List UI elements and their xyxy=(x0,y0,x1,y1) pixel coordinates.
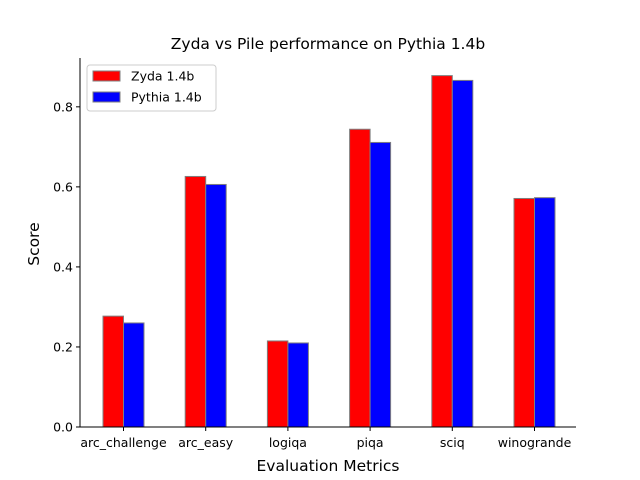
bar-zyda-arc-easy xyxy=(184,175,207,428)
bar-pythia-winogrande xyxy=(534,197,556,428)
bar-zyda-winogrande xyxy=(513,197,535,428)
x-tick-label: sciq xyxy=(440,435,465,450)
bars-group xyxy=(102,75,556,428)
chart-title: Zyda vs Pile performance on Pythia 1.4b xyxy=(171,35,485,53)
bar-zyda-piqa xyxy=(349,128,371,428)
bar-zyda-logiqa xyxy=(266,340,289,428)
y-ticks-group: 0.0 0.2 0.4 0.6 0.8 xyxy=(53,99,80,435)
bar-pythia-logiqa xyxy=(287,342,309,428)
bar-zyda-sciq xyxy=(431,75,453,428)
y-axis-label: Score xyxy=(25,222,43,265)
legend-swatch-zyda xyxy=(92,70,121,82)
legend-label-pythia: Pythia 1.4b xyxy=(131,90,202,105)
x-ticks-group: arc_challenge arc_easy logiqa piqa sciq winog… xyxy=(80,427,572,450)
y-tick-label: 0.2 xyxy=(53,339,73,354)
x-tick-label: piqa xyxy=(357,435,384,450)
bar-pythia-arc-easy xyxy=(205,183,227,428)
legend-swatch-pythia xyxy=(92,91,121,103)
y-tick-label: 0.0 xyxy=(53,420,73,435)
bar-zyda-arc-challenge xyxy=(102,315,124,428)
bar-pythia-piqa xyxy=(369,141,392,428)
x-tick-label: winogrande xyxy=(498,435,572,450)
x-tick-label: arc_challenge xyxy=(80,435,167,450)
x-tick-label: logiqa xyxy=(269,435,307,450)
legend-label-zyda: Zyda 1.4b xyxy=(131,69,194,84)
y-tick-label: 0.8 xyxy=(53,99,73,114)
x-tick-label: arc_easy xyxy=(178,435,234,450)
bar-pythia-arc-challenge xyxy=(123,322,145,428)
y-tick-label: 0.6 xyxy=(53,179,73,194)
x-axis-label: Evaluation Metrics xyxy=(257,457,400,475)
legend: Zyda 1.4b Pythia 1.4b xyxy=(86,64,217,112)
y-tick-label: 0.4 xyxy=(53,259,73,274)
bar-pythia-sciq xyxy=(451,79,474,428)
